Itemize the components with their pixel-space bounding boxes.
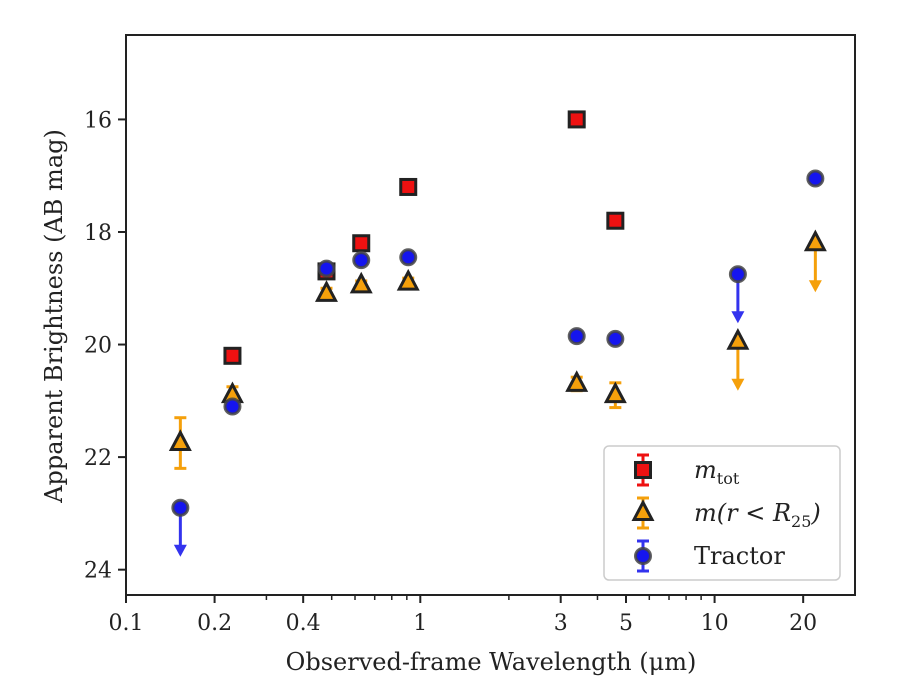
y-tick-label: 18 bbox=[84, 221, 112, 246]
point-m-r25 bbox=[726, 327, 750, 350]
limit-arrow-head bbox=[808, 280, 822, 293]
legend-entry: m(r < R25) bbox=[631, 496, 821, 531]
point-m-r25 bbox=[603, 381, 627, 404]
legend-marker bbox=[634, 461, 652, 479]
x-tick-label: 1 bbox=[413, 611, 427, 636]
point-tractor bbox=[317, 259, 336, 278]
point-m-r25 bbox=[314, 280, 338, 302]
x-tick-label: 5 bbox=[619, 611, 633, 636]
point-m-r25 bbox=[803, 229, 827, 252]
limit-arrow-head bbox=[731, 311, 745, 324]
limit-arrow-head bbox=[173, 544, 187, 557]
point-m-r25 bbox=[396, 268, 420, 291]
legend: mtot m(r < R25) Tractor bbox=[603, 445, 841, 581]
point-tractor bbox=[567, 327, 586, 346]
legend-entry: Tractor bbox=[634, 539, 785, 573]
point-tractor bbox=[728, 265, 747, 284]
y-axis-label: Apparent Brightness (AB mag) bbox=[40, 129, 68, 504]
plot-frame bbox=[125, 34, 856, 596]
point-tractor bbox=[606, 329, 625, 348]
axes-layer: 0.1 0.2 0.4 1 3 5 10 20 16 18 20 22 24 bbox=[84, 34, 856, 636]
point-tractor bbox=[399, 248, 418, 267]
x-tick-label: 0.1 bbox=[109, 611, 144, 636]
x-tick-label: 0.2 bbox=[197, 611, 232, 636]
x-tick-label: 3 bbox=[554, 611, 568, 636]
x-tick-label: 10 bbox=[701, 611, 729, 636]
legend-entry: mtot bbox=[634, 453, 740, 488]
legend-marker bbox=[631, 499, 655, 521]
point-m-tot bbox=[223, 346, 242, 365]
legend-marker bbox=[634, 547, 652, 565]
point-m-r25 bbox=[168, 429, 192, 452]
x-tick-label: 20 bbox=[789, 611, 817, 636]
limit-arrow-head bbox=[731, 378, 745, 391]
point-tractor bbox=[223, 397, 242, 416]
data-points-layer bbox=[168, 110, 827, 517]
legend-label: Tractor bbox=[694, 542, 785, 570]
point-tractor bbox=[171, 498, 190, 517]
legend-box bbox=[603, 445, 841, 581]
y-tick-label: 16 bbox=[84, 108, 112, 133]
point-tractor bbox=[806, 169, 825, 188]
legend-label: m(r < R25) bbox=[694, 499, 821, 531]
x-tick-label: 0.4 bbox=[286, 611, 321, 636]
point-m-r25 bbox=[565, 370, 589, 392]
legend-label: mtot bbox=[694, 456, 740, 488]
y-tick-label: 20 bbox=[84, 334, 112, 359]
point-m-tot bbox=[399, 177, 418, 196]
y-tick-label: 24 bbox=[84, 559, 112, 584]
x-axis-label: Observed-frame Wavelength (μm) bbox=[286, 648, 697, 676]
point-m-tot bbox=[606, 211, 625, 230]
y-tick-label: 22 bbox=[84, 446, 112, 471]
point-m-r25 bbox=[349, 271, 373, 294]
point-m-tot bbox=[567, 110, 586, 129]
point-tractor bbox=[352, 251, 371, 270]
point-m-tot bbox=[352, 234, 371, 253]
